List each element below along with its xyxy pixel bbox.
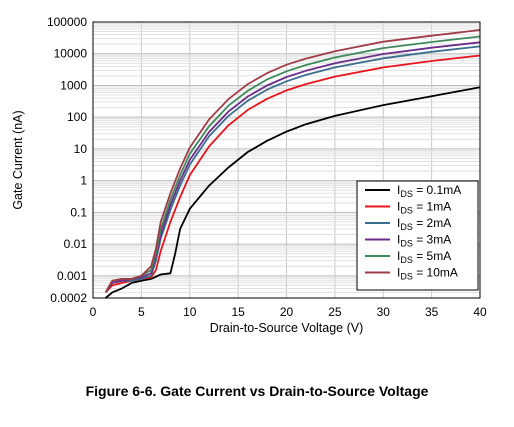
- x-tick-label: 10: [183, 305, 197, 319]
- y-tick-label: 0.01: [64, 237, 88, 251]
- y-tick-label: 0.001: [57, 269, 87, 283]
- series-lines: [104, 29, 481, 299]
- figure-caption: Figure 6-6. Gate Current vs Drain-to-Sou…: [85, 383, 429, 399]
- series-line-5: [104, 29, 481, 293]
- x-tick-label: 0: [90, 305, 97, 319]
- x-ticks: 0 5 10 15 20 25 30 35 40: [90, 305, 487, 319]
- x-tick-label: 25: [328, 305, 342, 319]
- y-axis-label: Gate Current (nA): [11, 110, 25, 209]
- legend-entry: IDS = 2mA: [397, 216, 451, 232]
- legend-entry: IDS = 10mA: [397, 266, 458, 282]
- series-line-0: [105, 86, 481, 299]
- y-ticks: 0.0002 0.001 0.01 0.1 1 10 100 1000 10000 100000: [47, 15, 87, 305]
- gate-current-chart: 0 5 10 15 20 25 30 35 40 0.0002 0.001 0.01 0.1 1 10 10…: [11, 15, 487, 335]
- y-tick-label: 100000: [47, 15, 87, 29]
- x-tick-label: 40: [473, 305, 487, 319]
- x-tick-label: 35: [425, 305, 439, 319]
- x-tick-label: 15: [231, 305, 245, 319]
- plot-frame: [92, 21, 481, 299]
- legend-entry: IDS = 5mA: [397, 249, 451, 265]
- y-tick-label: 1000: [60, 78, 87, 92]
- x-tick-label: 5: [138, 305, 145, 319]
- y-tick-label: 1: [80, 174, 87, 188]
- y-tick-label: 10000: [54, 47, 88, 61]
- legend-entry: IDS = 1mA: [397, 200, 451, 216]
- y-tick-label: 0.1: [70, 205, 87, 219]
- y-tick-label: 100: [67, 110, 87, 124]
- series-line-2: [104, 45, 481, 293]
- x-axis-label: Drain-to-Source Voltage (V): [210, 321, 364, 335]
- legend-entry: IDS = 3mA: [397, 233, 451, 249]
- y-tick-label: 0.0002: [50, 291, 87, 305]
- x-tick-label: 20: [280, 305, 294, 319]
- y-tick-label: 10: [74, 142, 88, 156]
- x-tick-label: 30: [377, 305, 391, 319]
- legend-entry: IDS = 0.1mA: [397, 183, 461, 199]
